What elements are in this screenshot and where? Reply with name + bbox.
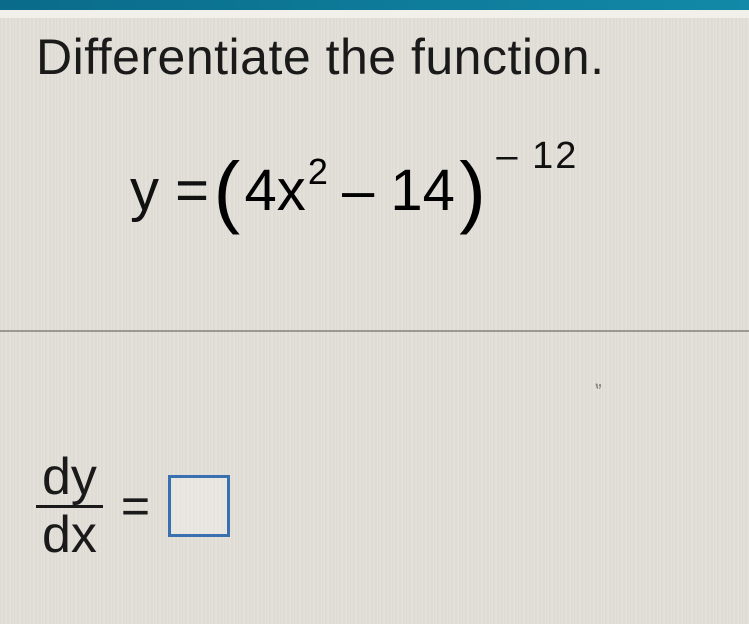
dy-dx-fraction: dy dx bbox=[36, 450, 103, 562]
y-equals: y = bbox=[130, 157, 209, 224]
answer-input-box[interactable] bbox=[168, 475, 230, 537]
window-title-bar bbox=[0, 0, 749, 10]
header-strip bbox=[0, 10, 749, 18]
instruction-text: Differentiate the function. bbox=[36, 28, 604, 86]
fraction-denominator: dx bbox=[36, 508, 103, 563]
fraction-numerator: dy bbox=[36, 450, 103, 505]
equation: y = ( 4x2 – 14 ) – 12 bbox=[130, 145, 719, 265]
close-paren: ) bbox=[459, 145, 486, 237]
minus-term: – 14 bbox=[326, 158, 455, 223]
outer-exponent: – 12 bbox=[496, 135, 578, 178]
artifact-mark: ⹁, bbox=[594, 365, 603, 392]
section-divider bbox=[0, 330, 749, 332]
inner-exponent: 2 bbox=[308, 151, 328, 192]
equals-sign: = bbox=[121, 477, 150, 535]
inner-term: 4x2 – 14 bbox=[245, 157, 455, 224]
coef: 4x bbox=[245, 158, 306, 223]
answer-row: dy dx = bbox=[36, 450, 230, 562]
open-paren: ( bbox=[213, 145, 240, 237]
